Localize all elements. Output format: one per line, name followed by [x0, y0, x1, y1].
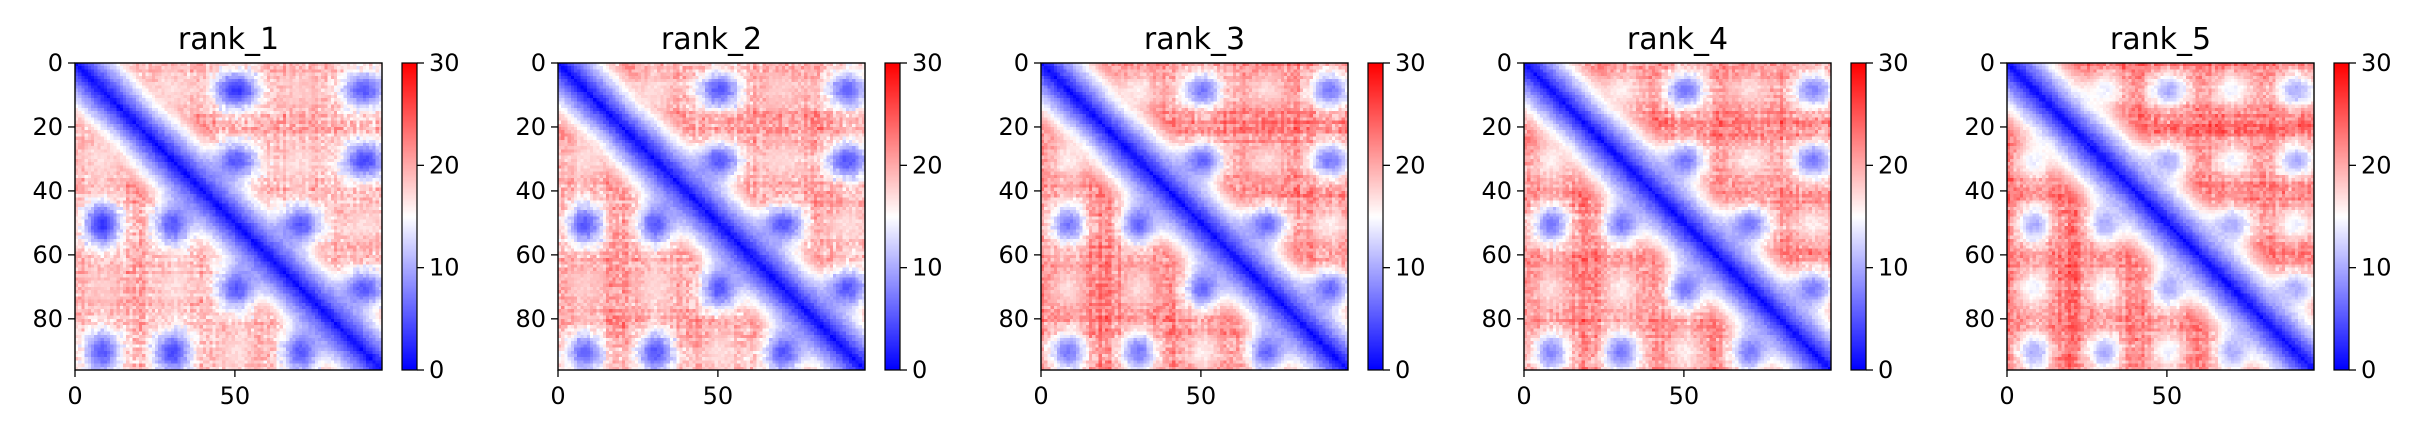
x-tick-label: 50	[1669, 382, 1700, 410]
colorbar-tick-label: 0	[1395, 356, 1410, 384]
x-tick-label: 0	[1033, 382, 1048, 410]
colorbar-frame	[401, 62, 418, 371]
x-tick-label: 50	[1186, 382, 1217, 410]
y-tick-label: 20	[515, 113, 546, 141]
panel-title: rank_2	[661, 22, 762, 57]
y-tick-label: 80	[1964, 305, 1995, 333]
y-tick-label: 40	[1964, 177, 1995, 205]
colorbar-tick-label: 30	[1878, 49, 1909, 77]
panel-title: rank_1	[178, 22, 279, 57]
x-tick-label: 0	[67, 382, 82, 410]
y-tick-label: 20	[32, 113, 63, 141]
colorbar-tick-label: 10	[1395, 254, 1426, 282]
y-tick-label: 20	[1964, 113, 1995, 141]
colorbar-tick-label: 20	[429, 151, 460, 179]
colorbar-tick-label: 0	[912, 356, 927, 384]
y-tick-label: 20	[1481, 113, 1512, 141]
colorbar-tick-label: 0	[2361, 356, 2376, 384]
colorbar-gradient	[885, 63, 900, 370]
colorbar-tick-label: 10	[1878, 254, 1909, 282]
panel-title: rank_4	[1627, 22, 1728, 57]
y-tick-label: 0	[1014, 49, 1029, 77]
y-tick-label: 80	[32, 305, 63, 333]
colorbar-tick-label: 0	[429, 356, 444, 384]
y-tick-label: 0	[1980, 49, 1995, 77]
colorbar-tick-label: 20	[1395, 151, 1426, 179]
colorbar-frame	[884, 62, 901, 371]
panel-title: rank_5	[2110, 22, 2211, 57]
y-tick-label: 60	[32, 241, 63, 269]
colorbar-tick-label: 30	[2361, 49, 2392, 77]
colorbar-tick-label: 20	[1878, 151, 1909, 179]
colorbar-tick-label: 20	[912, 151, 943, 179]
colorbar-gradient	[1368, 63, 1383, 370]
x-tick-label: 50	[220, 382, 251, 410]
colorbar-tick-label: 10	[912, 254, 943, 282]
y-tick-label: 60	[515, 241, 546, 269]
heatmap-frame	[1523, 62, 1832, 371]
x-tick-label: 0	[1516, 382, 1531, 410]
x-tick-label: 50	[703, 382, 734, 410]
y-tick-label: 0	[531, 49, 546, 77]
y-tick-label: 40	[1481, 177, 1512, 205]
y-tick-label: 0	[48, 49, 63, 77]
colorbar-tick-label: 30	[429, 49, 460, 77]
y-tick-label: 80	[515, 305, 546, 333]
y-tick-label: 40	[32, 177, 63, 205]
y-tick-label: 60	[998, 241, 1029, 269]
y-tick-label: 60	[1481, 241, 1512, 269]
heatmap-frame	[74, 62, 383, 371]
colorbar-tick-label: 30	[1395, 49, 1426, 77]
heatmap-panel-5: rank_5 0 50 0 20 40 60 80 0 10 20 30	[1964, 22, 2391, 410]
colorbar-frame	[1850, 62, 1867, 371]
colorbar-frame	[1367, 62, 1384, 371]
heatmap-frame	[557, 62, 866, 371]
y-tick-label: 80	[998, 305, 1029, 333]
colorbar-gradient	[1851, 63, 1866, 370]
x-tick-label: 0	[1999, 382, 2014, 410]
colorbar-gradient	[2334, 63, 2349, 370]
panel-title: rank_3	[1144, 22, 1245, 57]
y-tick-label: 20	[998, 113, 1029, 141]
colorbar-tick-label: 0	[1878, 356, 1893, 384]
colorbar-gradient	[402, 63, 417, 370]
heatmap-frame	[2006, 62, 2315, 371]
colorbar-frame	[2333, 62, 2350, 371]
heatmap-panel-1: rank_1 0 50 0 20 40 60 80 0 10 20 30	[32, 22, 459, 410]
colorbar-tick-label: 10	[429, 254, 460, 282]
heatmap-cells	[75, 63, 382, 370]
y-tick-label: 40	[515, 177, 546, 205]
y-tick-label: 0	[1497, 49, 1512, 77]
colorbar-tick-label: 30	[912, 49, 943, 77]
heatmap-cells	[1524, 63, 1831, 370]
colorbar-tick-label: 10	[2361, 254, 2392, 282]
heatmap-panel-4: rank_4 0 50 0 20 40 60 80 0 10 20 30	[1481, 22, 1908, 410]
heatmap-frame	[1040, 62, 1349, 371]
x-tick-label: 50	[2152, 382, 2183, 410]
heatmap-panel-3: rank_3 0 50 0 20 40 60 80 0 10 20 30	[998, 22, 1425, 410]
heatmap-cells	[1041, 63, 1348, 370]
heatmap-cells	[2007, 63, 2314, 370]
heatmap-cells	[558, 63, 865, 370]
colorbar-tick-label: 20	[2361, 151, 2392, 179]
y-tick-label: 80	[1481, 305, 1512, 333]
y-tick-label: 40	[998, 177, 1029, 205]
heatmap-panel-2: rank_2 0 50 0 20 40 60 80 0 10 20 30	[515, 22, 942, 410]
y-tick-label: 60	[1964, 241, 1995, 269]
x-tick-label: 0	[550, 382, 565, 410]
